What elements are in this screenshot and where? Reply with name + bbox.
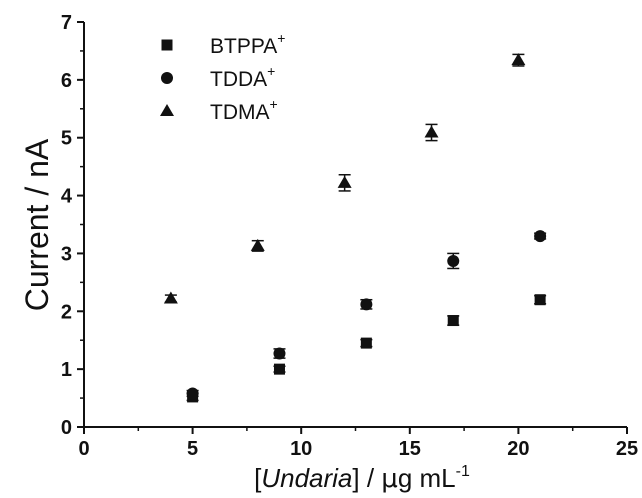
y-tick-label: 1 [61, 359, 72, 381]
data-point [360, 337, 372, 349]
x-axis-title-unit: g mL [398, 463, 456, 493]
legend-label-name: BTPPA [210, 35, 277, 58]
legend: BTPPA+TDDA+TDMA+ [160, 30, 285, 124]
x-tick-label: 25 [616, 438, 638, 460]
legend-marker-circle [161, 72, 173, 84]
legend-label-charge: + [277, 30, 285, 46]
data-point [163, 291, 178, 304]
data-point [360, 298, 373, 311]
data-point [273, 363, 285, 375]
data-point [337, 175, 352, 188]
tick-marks [77, 21, 628, 434]
data-point [447, 315, 459, 327]
y-tick-label: 0 [61, 417, 72, 439]
y-tick-label: 3 [61, 243, 72, 265]
legend-label: BTPPA+ [210, 30, 285, 58]
data-point [186, 387, 199, 400]
data-point [447, 254, 460, 267]
data-point [250, 238, 265, 251]
legend-label-charge: + [267, 63, 275, 79]
legend-label-charge: + [270, 96, 278, 112]
legend-marker-square [161, 39, 173, 51]
x-axis-title-sup: -1 [456, 463, 470, 480]
series-circle [186, 230, 547, 400]
data-point [534, 294, 546, 306]
x-axis-title: [Undaria] / μg mL-1 [254, 463, 470, 494]
x-axis-title-italic: Undaria [261, 463, 352, 493]
y-tick-label: 5 [61, 128, 72, 150]
data-point [424, 125, 439, 138]
series-square [186, 294, 547, 403]
series-triangle [163, 53, 526, 304]
x-tick-label: 10 [290, 438, 312, 460]
data-point [511, 53, 526, 66]
y-tick-label: 6 [61, 70, 72, 92]
data-points [163, 53, 547, 403]
x-tick-label: 5 [187, 438, 198, 460]
y-tick-label: 2 [61, 301, 72, 323]
tick-labels: 0 5 10 15 20 25 0 1 2 3 4 5 6 7 [61, 12, 638, 460]
legend-label-name: TDDA [210, 68, 267, 91]
x-axis-title-mu: μ [381, 464, 398, 494]
y-axis-title: Current / nA [19, 138, 55, 311]
x-tick-label: 20 [507, 438, 529, 460]
legend-marker-triangle [160, 104, 174, 116]
x-axis-title-close: ] / [352, 463, 381, 493]
x-axis-title-open: [ [254, 463, 262, 493]
legend-label: TDDA+ [210, 63, 275, 91]
data-point [273, 347, 286, 360]
y-tick-label: 4 [61, 186, 73, 208]
legend-label: TDMA+ [210, 96, 278, 124]
x-tick-label: 0 [78, 438, 89, 460]
x-tick-label: 15 [399, 438, 421, 460]
y-tick-label: 7 [61, 12, 72, 34]
legend-label-name: TDMA [210, 101, 270, 124]
data-point [534, 230, 547, 243]
